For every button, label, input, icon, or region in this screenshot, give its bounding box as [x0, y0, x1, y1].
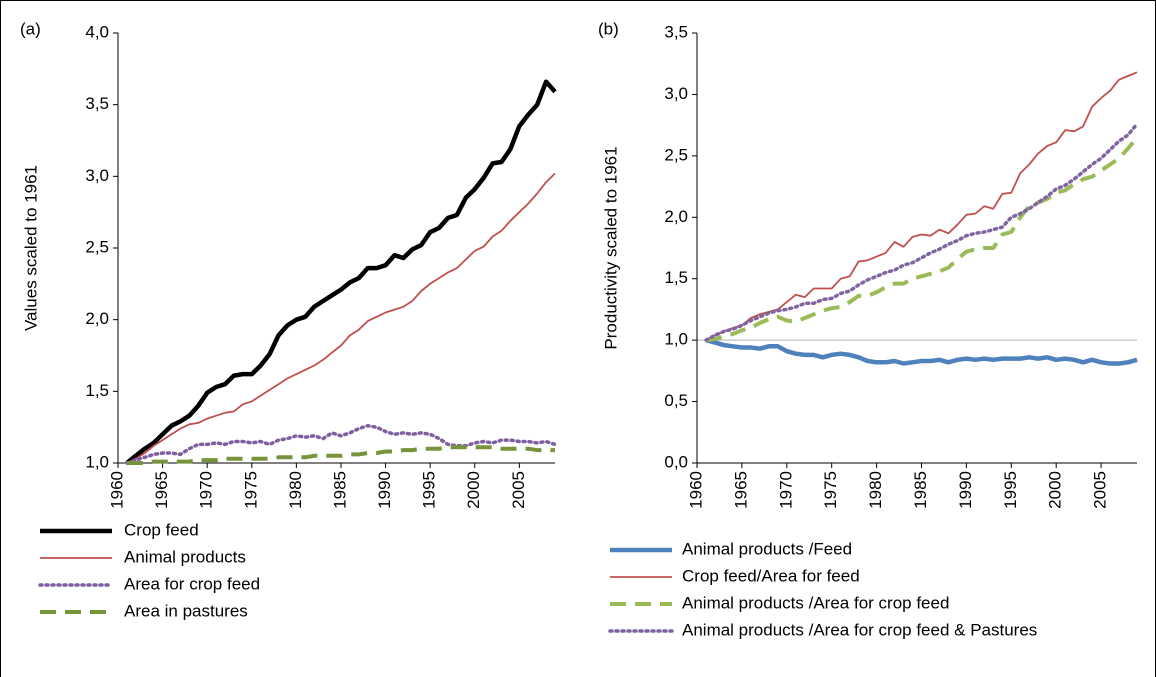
y-tick-label: 2,5 — [85, 237, 109, 256]
y-axis-title: Values scaled to 1961 — [21, 165, 40, 331]
series-line — [125, 79, 557, 465]
y-tick-label: 3,0 — [85, 166, 109, 185]
series-line — [705, 337, 1138, 366]
y-tick-label: 0,5 — [664, 391, 688, 410]
x-tick-label: 1960 — [107, 471, 126, 509]
series-line — [126, 172, 556, 464]
x-tick-label: 1975 — [241, 471, 260, 509]
x-tick-label: 1970 — [197, 471, 216, 509]
y-tick-label: 0,0 — [664, 452, 688, 471]
series-line — [704, 122, 1139, 342]
x-tick-label: 1995 — [420, 471, 439, 509]
legend-label: Animal products /Area for crop feed & Pa… — [682, 620, 1037, 639]
x-tick-label: 2000 — [464, 471, 483, 509]
y-tick-label: 1,0 — [85, 452, 109, 471]
y-tick-label: 2,0 — [85, 309, 109, 328]
series-line — [705, 136, 1139, 343]
x-tick-label: 2005 — [1091, 471, 1110, 509]
y-tick-label: 3,5 — [664, 22, 688, 41]
x-tick-label: 1980 — [866, 471, 885, 509]
panel-label: (a) — [20, 19, 41, 38]
series-line — [126, 445, 555, 465]
series-line — [125, 423, 557, 465]
x-tick-label: 1985 — [330, 471, 349, 509]
y-tick-label: 3,5 — [85, 94, 109, 113]
series-line — [705, 71, 1138, 341]
y-tick-label: 1,0 — [664, 330, 688, 349]
y-tick-label: 4,0 — [85, 22, 109, 41]
legend-label: Area for crop feed — [124, 574, 260, 593]
x-tick-label: 1980 — [286, 471, 305, 509]
x-tick-label: 1975 — [821, 471, 840, 509]
y-tick-label: 1,5 — [85, 381, 109, 400]
y-tick-label: 1,5 — [664, 268, 688, 287]
x-tick-label: 1990 — [375, 471, 394, 509]
x-tick-label: 1995 — [1001, 471, 1020, 509]
legend-label: Crop feed — [124, 520, 199, 539]
legend-label: Area in pastures — [124, 601, 248, 620]
y-tick-label: 2,0 — [664, 207, 688, 226]
panel-label: (b) — [598, 19, 619, 38]
x-tick-label: 2005 — [509, 471, 528, 509]
x-tick-label: 1960 — [686, 471, 705, 509]
y-tick-label: 3,0 — [664, 84, 688, 103]
legend-label: Crop feed/Area for feed — [682, 566, 860, 585]
y-axis-title: Productivity scaled to 1961 — [601, 146, 620, 349]
y-tick-label: 2,5 — [664, 145, 688, 164]
legend-label: Animal products /Area for crop feed — [682, 593, 949, 612]
legend-label: Animal products — [124, 547, 246, 566]
x-tick-label: 1970 — [776, 471, 795, 509]
x-tick-label: 1965 — [731, 471, 750, 509]
x-tick-label: 1990 — [956, 471, 975, 509]
x-tick-label: 1965 — [152, 471, 171, 509]
x-tick-label: 2000 — [1046, 471, 1065, 509]
x-tick-label: 1985 — [911, 471, 930, 509]
legend-label: Animal products /Feed — [682, 539, 852, 558]
